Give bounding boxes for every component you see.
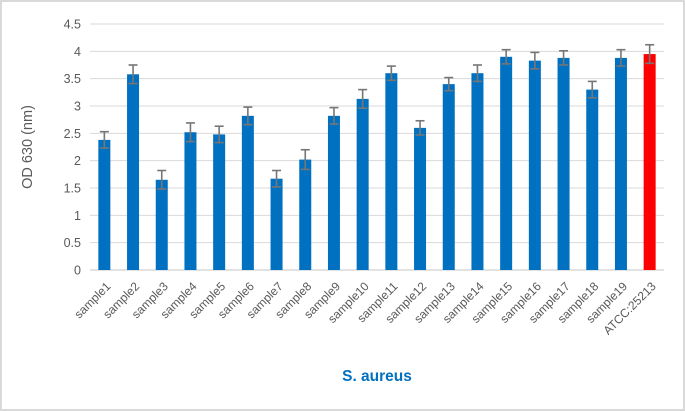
bar-sample2	[127, 74, 140, 270]
bar-sample11	[385, 73, 398, 270]
error-bar-sample5	[214, 125, 224, 144]
y-axis-tick-labels: 0 0.5 1 1.5 2 2.5 3 3.5 4 4.5	[64, 18, 81, 278]
y-tick-label: 0	[74, 264, 81, 278]
y-tick-label: 1	[74, 209, 81, 223]
bar-sample9	[327, 115, 340, 270]
error-bar-sample16	[530, 51, 540, 70]
y-tick-label: 3	[74, 100, 81, 114]
bar-sample1	[98, 139, 111, 270]
error-bar-sample2	[128, 64, 138, 85]
x-axis-title: S. aureus	[342, 368, 412, 385]
error-bar-sample7	[272, 169, 282, 188]
bar-ATCC:25213	[643, 54, 656, 270]
bar-sample14	[471, 73, 484, 270]
y-tick-label: 3.5	[64, 72, 81, 86]
y-axis-title: OD 630 (nm)	[20, 105, 36, 189]
y-tick-label: 2.5	[64, 127, 81, 141]
bar-sample10	[356, 98, 369, 270]
error-bars	[99, 43, 655, 190]
error-bar-sample6	[243, 106, 253, 126]
error-bar-sample18	[587, 80, 597, 99]
bar-sample17	[557, 57, 570, 270]
bar-sample5	[213, 134, 226, 270]
bar-sample16	[528, 60, 541, 271]
y-tick-label: 4.5	[64, 18, 81, 32]
bar-sample18	[586, 89, 599, 270]
bar-sample3	[155, 179, 168, 270]
error-bar-sample3	[157, 169, 167, 190]
error-bar-sample4	[185, 122, 195, 143]
error-bar-sample14	[472, 64, 482, 83]
error-bar-sample11	[386, 65, 396, 82]
bar-sample4	[184, 132, 197, 270]
error-bar-sample9	[329, 106, 339, 125]
bar-sample7	[270, 178, 283, 270]
bar-sample13	[442, 84, 455, 270]
y-tick-label: 0.5	[64, 236, 81, 250]
error-bar-sample19	[616, 48, 626, 67]
bar-sample19	[614, 57, 627, 270]
bar-sample8	[299, 159, 312, 270]
bars	[98, 54, 656, 271]
error-bar-sample17	[559, 49, 569, 66]
error-bar-sample1	[99, 130, 109, 149]
bar-sample15	[500, 56, 513, 270]
bar-sample12	[414, 127, 427, 270]
y-tick-label: 2	[74, 154, 81, 168]
bar-sample6	[241, 115, 254, 270]
error-bar-sample15	[501, 48, 511, 65]
error-bar-sample10	[358, 88, 368, 109]
error-bar-sample12	[415, 119, 425, 136]
y-tick-label: 1.5	[64, 182, 81, 196]
gridlines	[90, 23, 664, 271]
y-tick-label: 4	[74, 45, 81, 59]
x-axis-tick-labels: sample1sample2sample3sample4sample5sampl…	[71, 279, 658, 338]
error-bar-ATCC:25213	[645, 43, 655, 65]
error-bar-sample13	[444, 76, 454, 92]
error-bar-sample8	[300, 148, 310, 171]
